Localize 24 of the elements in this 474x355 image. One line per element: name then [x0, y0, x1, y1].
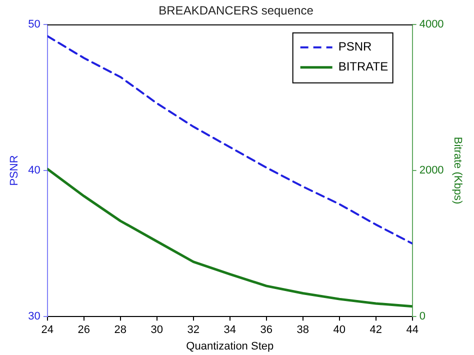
x-axis-title: Quantization Step [186, 340, 274, 352]
y2-axis-title: Bitrate (Kbps) [451, 136, 464, 204]
line-series [47, 35, 412, 245]
chart-title: BREAKDANCERS sequence [158, 4, 314, 18]
y-tick-label: 50 [28, 18, 40, 30]
x-tick-label: 24 [41, 324, 54, 336]
x-tick-label: 38 [296, 324, 309, 336]
x-tick-label: 30 [150, 324, 164, 336]
y-tick-label: 40 [28, 164, 40, 177]
legend-label: PSNR [338, 40, 372, 54]
x-tick-label: 26 [78, 324, 90, 336]
x-tick-label: 34 [224, 324, 236, 336]
x-tick-label: 44 [406, 324, 418, 336]
y-tick-label: 30 [28, 310, 40, 323]
y2-tick-label: 0 [419, 310, 426, 323]
x-tick-label: 36 [260, 324, 272, 336]
x-tick-label: 32 [187, 324, 200, 336]
y2-tick-label: 4000 [419, 18, 444, 30]
x-tick-label: 42 [370, 324, 382, 336]
x-tick-label: 28 [114, 324, 127, 336]
y2-tick-label: 2000 [419, 164, 444, 177]
x-tick-label: 40 [333, 324, 346, 336]
legend-label: BITRATE [338, 60, 388, 74]
y-axis-title: PSNR [8, 155, 21, 186]
